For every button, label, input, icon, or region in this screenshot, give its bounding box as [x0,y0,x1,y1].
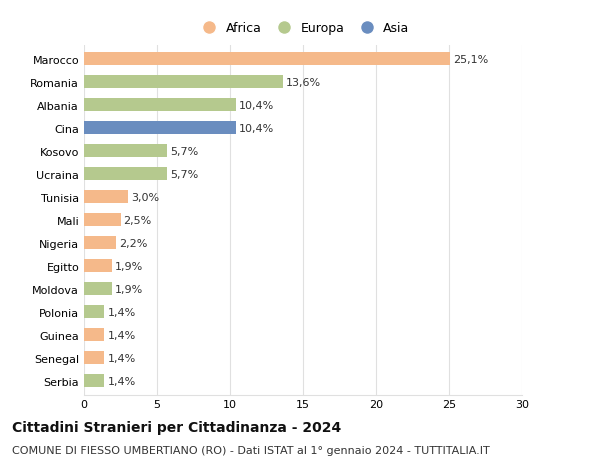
Bar [84,260,112,273]
Bar [84,214,121,227]
Text: 1,4%: 1,4% [107,330,136,340]
Bar [84,99,236,112]
Bar [84,283,112,296]
Bar [84,375,104,387]
Text: 3,0%: 3,0% [131,192,159,202]
Bar [84,145,167,158]
Bar [84,352,104,364]
Bar [84,306,104,319]
Bar [84,76,283,89]
Text: 13,6%: 13,6% [286,78,320,88]
Text: 5,7%: 5,7% [170,146,199,157]
Text: Cittadini Stranieri per Cittadinanza - 2024: Cittadini Stranieri per Cittadinanza - 2… [12,420,341,434]
Text: 10,4%: 10,4% [239,101,274,111]
Text: 5,7%: 5,7% [170,169,199,179]
Text: 1,9%: 1,9% [115,261,143,271]
Bar [84,168,167,181]
Text: 25,1%: 25,1% [454,55,488,65]
Bar [84,237,116,250]
Text: 1,4%: 1,4% [107,353,136,363]
Bar [84,329,104,341]
Legend: Africa, Europa, Asia: Africa, Europa, Asia [192,17,414,40]
Text: 1,4%: 1,4% [107,376,136,386]
Bar [84,122,236,135]
Text: 1,9%: 1,9% [115,284,143,294]
Text: COMUNE DI FIESSO UMBERTIANO (RO) - Dati ISTAT al 1° gennaio 2024 - TUTTITALIA.IT: COMUNE DI FIESSO UMBERTIANO (RO) - Dati … [12,445,490,455]
Text: 2,5%: 2,5% [124,215,152,225]
Text: 2,2%: 2,2% [119,238,148,248]
Text: 10,4%: 10,4% [239,123,274,134]
Text: 1,4%: 1,4% [107,307,136,317]
Bar [84,53,451,66]
Bar [84,191,128,204]
